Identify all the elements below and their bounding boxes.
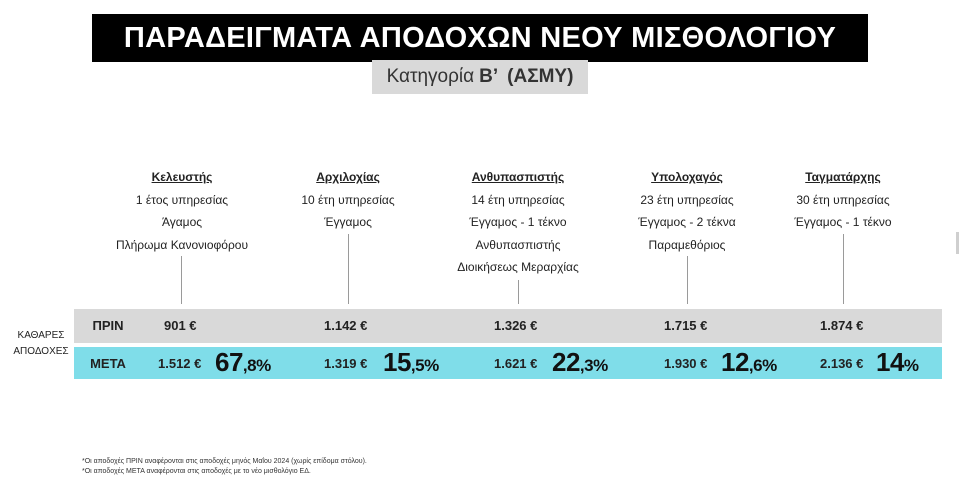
percentage-main: 12 bbox=[721, 347, 749, 377]
rank-detail: Διοικήσεως Μεραρχίας bbox=[457, 260, 579, 274]
rank-detail: 1 έτος υπηρεσίας bbox=[135, 192, 229, 207]
increase-percentage: 67,8% bbox=[215, 347, 271, 378]
page-title: ΠΑΡΑΔΕΙΓΜΑΤΑ ΑΠΟΔΟΧΩΝ ΝΕΟΥ ΜΙΣΘΟΛΟΓΙΟΥ bbox=[92, 14, 868, 62]
subtitle-prefix: Κατηγορία bbox=[386, 66, 475, 87]
connector-line bbox=[518, 280, 519, 304]
category-subtitle: Κατηγορία Β’ (ΑΣΜΥ) bbox=[372, 60, 588, 94]
subtitle-category-code: (ΑΣΜΥ) bbox=[507, 66, 574, 87]
percentage-suffix: ,8% bbox=[242, 356, 271, 375]
rank-column-archilochias: Αρχιλοχίας 10 έτη υπηρεσίας Έγγαμος bbox=[258, 166, 438, 234]
rank-name: Υπολοχαγός bbox=[651, 170, 723, 184]
rank-detail: Έγγαμος - 2 τέκνα bbox=[638, 215, 736, 229]
after-amount: 1.621 € bbox=[494, 356, 538, 371]
percentage-main: 67 bbox=[215, 347, 243, 377]
subtitle-category-letter: Β’ bbox=[479, 66, 499, 87]
percentage-suffix: ,6% bbox=[748, 356, 777, 375]
rank-detail: Έγγαμος bbox=[324, 215, 372, 229]
rank-column-ypolochagos: Υπολοχαγός 23 έτη υπηρεσίας Έγγαμος - 2 … bbox=[597, 166, 777, 256]
rank-detail: 30 έτη υπηρεσίας bbox=[796, 192, 890, 207]
rank-detail: Παραμεθόριος bbox=[648, 237, 726, 252]
connector-line bbox=[181, 256, 182, 304]
connector-line bbox=[687, 256, 688, 304]
rank-detail: 14 έτη υπηρεσίας bbox=[471, 192, 565, 207]
rank-name: Ανθυπασπιστής bbox=[471, 170, 565, 184]
before-amount: 901 € bbox=[164, 318, 197, 333]
after-amount: 1.512 € bbox=[158, 356, 202, 371]
rank-detail: Πλήρωμα Κανονιοφόρου bbox=[115, 237, 249, 252]
increase-percentage: 15,5% bbox=[383, 347, 439, 378]
after-amount: 1.319 € bbox=[324, 356, 368, 371]
increase-percentage: 22,3% bbox=[552, 347, 608, 378]
rank-column-keleustis: Κελευστής 1 έτος υπηρεσίας Άγαμος Πλήρωμ… bbox=[92, 166, 272, 256]
rank-detail: Έγγαμος - 1 τέκνο bbox=[469, 215, 567, 229]
scroll-indicator bbox=[956, 232, 959, 254]
after-amount: 2.136 € bbox=[820, 356, 864, 371]
percentage-main: 22 bbox=[552, 347, 580, 377]
rank-column-anthypaspistis: Ανθυπασπιστής 14 έτη υπηρεσίας Έγγαμος -… bbox=[428, 166, 608, 279]
rank-detail: Ανθυπασπιστής bbox=[475, 237, 561, 252]
rank-detail: Έγγαμος - 1 τέκνο bbox=[794, 215, 892, 229]
before-amount: 1.326 € bbox=[494, 318, 538, 333]
rank-detail: 23 έτη υπηρεσίας bbox=[640, 192, 734, 207]
increase-percentage: 12,6% bbox=[721, 347, 777, 378]
connector-line bbox=[843, 234, 844, 304]
before-amount: 1.715 € bbox=[664, 318, 708, 333]
rank-detail: Άγαμος bbox=[161, 215, 203, 229]
rank-column-tagmatarchis: Ταγματάρχης 30 έτη υπηρεσίας Έγγαμος - 1… bbox=[753, 166, 933, 234]
before-amount: 1.874 € bbox=[820, 318, 864, 333]
net-pay-label-line: ΑΠΟΔΟΧΕΣ bbox=[13, 346, 69, 357]
percentage-suffix: ,3% bbox=[579, 356, 608, 375]
before-row-label: ΠΡΙΝ bbox=[92, 318, 124, 333]
rank-detail: 10 έτη υπηρεσίας bbox=[301, 192, 395, 207]
rank-name: Αρχιλοχίας bbox=[316, 170, 380, 184]
increase-percentage: 14% bbox=[876, 347, 919, 378]
percentage-suffix: ,5% bbox=[410, 356, 439, 375]
rank-name: Κελευστής bbox=[151, 170, 213, 184]
net-pay-label-line: ΚΑΘΑΡΕΣ bbox=[17, 330, 65, 341]
net-pay-label: ΚΑΘΑΡΕΣ ΑΠΟΔΟΧΕΣ bbox=[8, 328, 74, 360]
percentage-main: 15 bbox=[383, 347, 411, 377]
after-row-label: ΜΕΤΑ bbox=[90, 356, 126, 371]
connector-line bbox=[348, 234, 349, 304]
percentage-suffix: % bbox=[903, 356, 919, 375]
rank-name: Ταγματάρχης bbox=[805, 170, 881, 184]
footnote: *Οι αποδοχές ΜΕΤΑ αναφέρονται στις αποδο… bbox=[82, 468, 311, 475]
percentage-main: 14 bbox=[876, 347, 904, 377]
before-amount: 1.142 € bbox=[324, 318, 368, 333]
footnote: *Οι αποδοχές ΠΡΙΝ αναφέρονται στις αποδο… bbox=[82, 458, 367, 465]
after-row: ΜΕΤΑ 1.512 € 67,8% 1.319 € 15,5% 1.621 €… bbox=[74, 347, 942, 379]
after-amount: 1.930 € bbox=[664, 356, 708, 371]
before-row: ΠΡΙΝ 901 € 1.142 € 1.326 € 1.715 € 1.874… bbox=[74, 309, 942, 343]
